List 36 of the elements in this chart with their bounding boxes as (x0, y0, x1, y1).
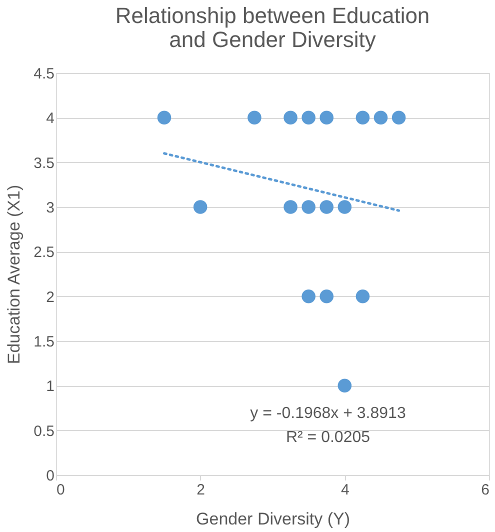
y-tick-label: 4 (46, 110, 54, 128)
point (302, 200, 316, 214)
point (374, 110, 388, 125)
y-tick-label: 0.5 (34, 422, 54, 440)
y-tick-label: 0 (46, 468, 54, 484)
point (193, 200, 208, 214)
y-axis-title: Education Average (X1) (4, 184, 24, 364)
point (338, 378, 352, 393)
y-tick-label: 2 (46, 288, 54, 306)
y-tick-label: 1.5 (34, 334, 54, 350)
point (320, 200, 334, 214)
point (284, 110, 298, 125)
point (392, 110, 406, 125)
point (248, 110, 262, 125)
y-tick-label: 4.5 (34, 66, 54, 82)
point (302, 110, 316, 125)
point (338, 200, 352, 214)
y-tick-label: 3.5 (34, 154, 54, 172)
point (320, 289, 334, 304)
point (284, 200, 298, 214)
y-tick-label: 2.5 (34, 244, 54, 262)
x-tick-label: 2 (196, 482, 206, 498)
annotation: y = -0.1968x + 3.8913 (250, 405, 406, 422)
y-tick-label: 1 (46, 378, 54, 396)
x-tick-label: 0 (56, 482, 65, 498)
chart-title: Relationship between Education and Gender Diversity (115, 3, 430, 52)
y-tick-label: 3 (46, 200, 54, 216)
point (356, 110, 370, 125)
annotation: R² = 0.0205 (286, 429, 370, 446)
point (356, 289, 370, 304)
point (320, 110, 334, 125)
point (157, 110, 172, 125)
x-tick-label: 4 (340, 482, 350, 498)
point (302, 289, 316, 304)
x-axis-title: Gender Diversity (Y) (196, 510, 350, 528)
x-tick-label: 6 (481, 482, 490, 498)
